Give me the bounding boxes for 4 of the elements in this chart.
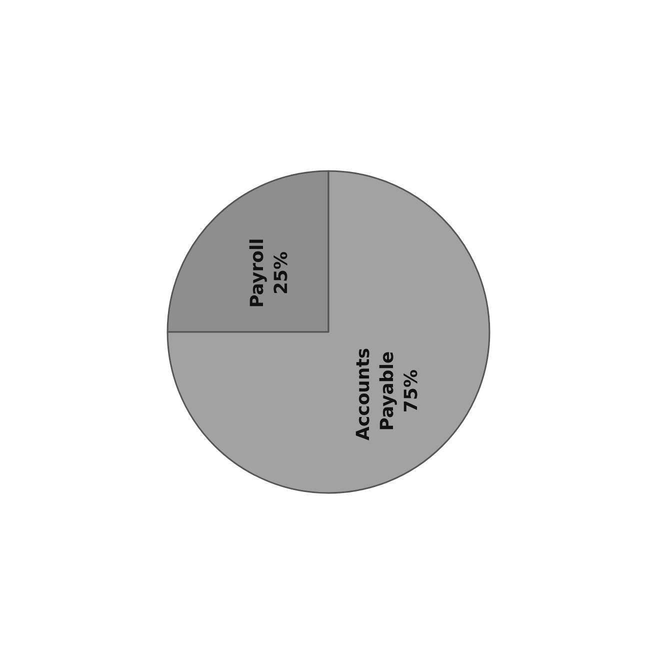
slice-label: Payroll <box>246 238 268 308</box>
slice-label: Accounts Payable <box>353 342 398 440</box>
data-label: 75% <box>401 369 422 413</box>
data-label: 25% <box>270 251 292 295</box>
